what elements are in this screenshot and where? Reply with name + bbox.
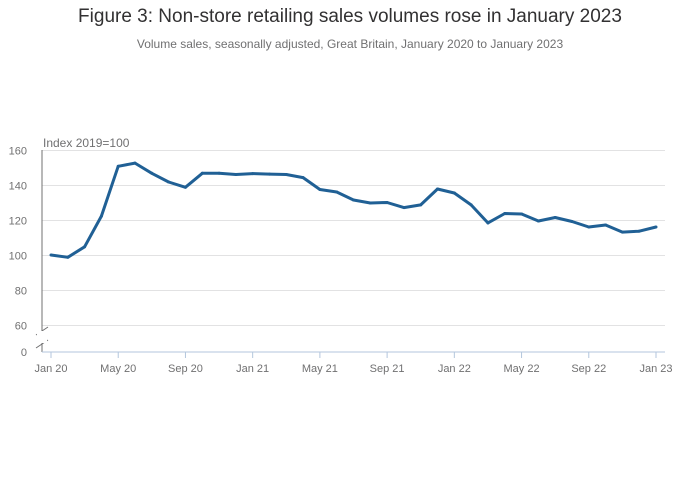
x-tick-label: Jan 22 — [438, 363, 471, 375]
data-point — [587, 225, 591, 229]
data-point — [536, 219, 540, 223]
data-point — [217, 171, 221, 175]
data-point — [385, 200, 389, 204]
data-point — [183, 185, 187, 189]
data-point — [452, 191, 456, 195]
data-point — [301, 176, 305, 180]
y-tick-label: 80 — [15, 286, 27, 298]
data-point — [368, 201, 372, 205]
chart-title: Figure 3: Non-store retailing sales volu… — [78, 6, 622, 27]
data-point — [99, 214, 103, 218]
data-point — [251, 172, 255, 176]
data-point — [419, 203, 423, 207]
x-tick-label: May 21 — [302, 363, 338, 375]
x-tick-label: May 20 — [100, 363, 136, 375]
data-point — [167, 180, 171, 184]
data-point — [234, 172, 238, 176]
data-point — [116, 164, 120, 168]
data-point — [352, 198, 355, 202]
data-point — [436, 187, 440, 191]
y-tick-label: 140 — [9, 181, 27, 193]
y-tick-label: 100 — [9, 251, 27, 263]
data-point — [83, 245, 87, 249]
x-tick-label: Sep 20 — [168, 363, 203, 375]
x-tick-label: Sep 22 — [571, 363, 606, 375]
data-point — [49, 253, 53, 257]
series-line — [50, 161, 657, 259]
data-point — [469, 203, 473, 207]
data-point — [570, 220, 574, 224]
data-point — [637, 229, 641, 233]
data-point — [66, 255, 70, 259]
data-point — [553, 216, 557, 220]
x-tick-label: Sep 21 — [370, 363, 405, 375]
y-tick-label: 120 — [9, 216, 27, 228]
data-point — [267, 172, 271, 176]
y-tick-label: 60 — [15, 321, 27, 333]
x-tick-label: Jan 20 — [34, 363, 67, 375]
data-point — [402, 206, 406, 210]
data-point — [503, 212, 507, 215]
y-axis-title: Index 2019=100 — [43, 136, 130, 150]
data-point — [604, 223, 608, 227]
data-point — [200, 171, 204, 175]
data-point — [620, 230, 624, 234]
chart-subtitle: Volume sales, seasonally adjusted, Great… — [136, 37, 564, 51]
data-point — [318, 188, 322, 192]
data-point — [133, 161, 137, 165]
y-tick-label: 160 — [9, 146, 27, 158]
data-point — [335, 190, 339, 194]
x-tick-label: May 22 — [504, 363, 540, 375]
axis-break-gap — [37, 331, 47, 343]
data-point — [284, 172, 288, 176]
data-point — [486, 221, 490, 225]
data-point — [654, 225, 658, 229]
x-tick-label: Jan 21 — [236, 363, 269, 375]
x-tick-label: Jan 23 — [639, 363, 672, 375]
data-point — [150, 171, 154, 175]
y-tick-label: 0 — [21, 347, 27, 359]
data-point — [520, 212, 524, 216]
